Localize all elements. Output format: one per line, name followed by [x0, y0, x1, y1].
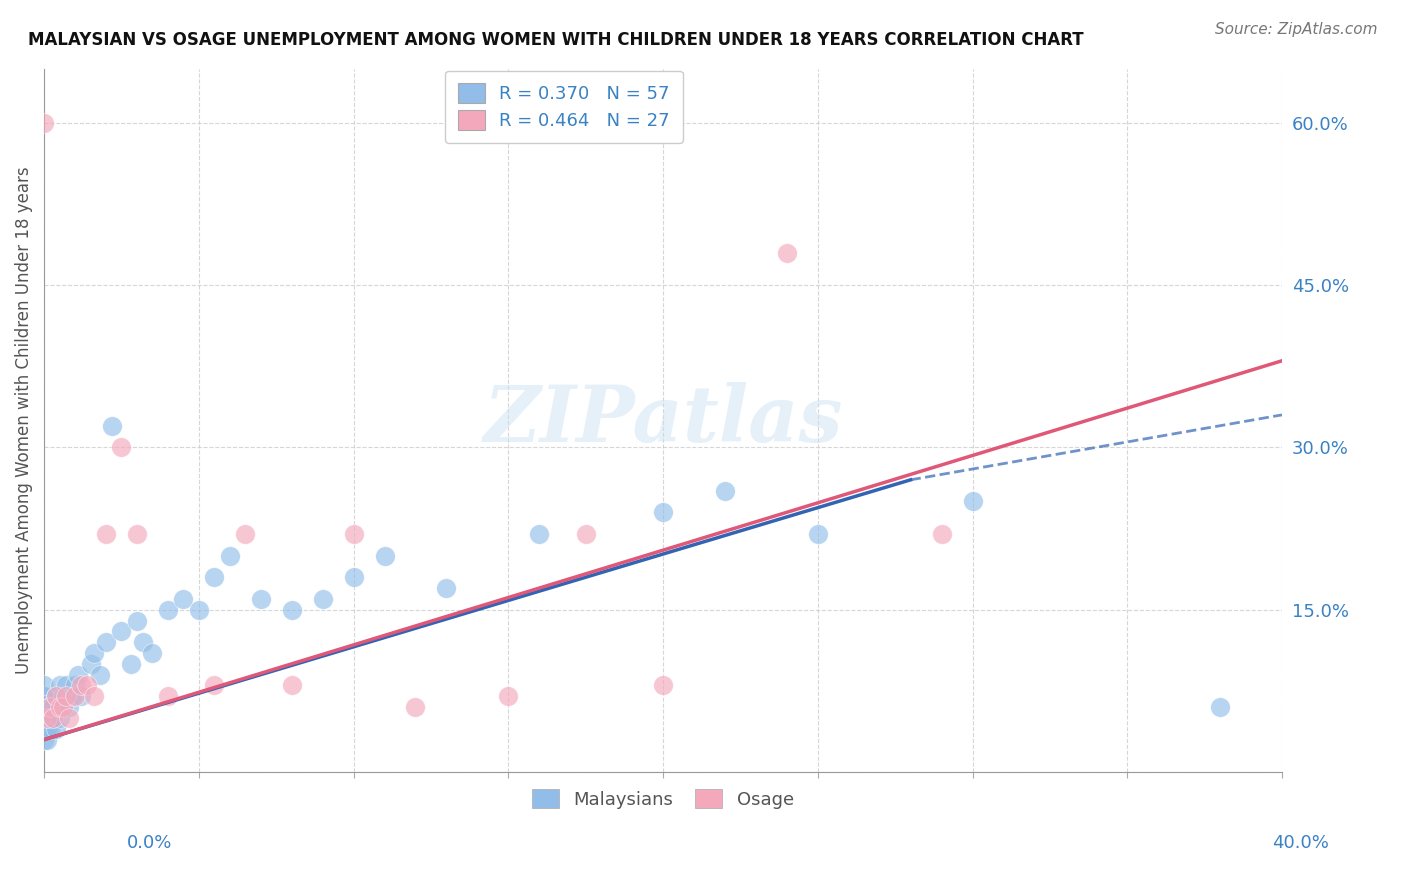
Point — [67, 667, 90, 681]
Point — [32, 678, 55, 692]
Point — [70, 690, 93, 704]
Point — [776, 245, 799, 260]
Point — [652, 505, 675, 519]
Point — [55, 678, 77, 692]
Point — [1209, 700, 1232, 714]
Point — [652, 678, 675, 692]
Point — [172, 591, 194, 606]
Text: ZIPatlas: ZIPatlas — [484, 382, 842, 458]
Point — [202, 570, 225, 584]
Point — [52, 700, 75, 714]
Point — [39, 711, 62, 725]
Point — [962, 494, 984, 508]
Point — [280, 603, 302, 617]
Point — [94, 635, 117, 649]
Point — [233, 527, 256, 541]
Point — [48, 700, 70, 714]
Point — [342, 527, 364, 541]
Point — [48, 711, 70, 725]
Point — [32, 722, 55, 736]
Point — [45, 690, 67, 704]
Point — [79, 657, 101, 671]
Point — [156, 690, 179, 704]
Text: Source: ZipAtlas.com: Source: ZipAtlas.com — [1215, 22, 1378, 37]
Point — [101, 418, 124, 433]
Point — [311, 591, 333, 606]
Point — [52, 690, 75, 704]
Point — [218, 549, 240, 563]
Point — [58, 711, 80, 725]
Point — [132, 635, 155, 649]
Point — [63, 690, 86, 704]
Point — [404, 700, 426, 714]
Point — [498, 690, 520, 704]
Point — [120, 657, 142, 671]
Point — [42, 711, 65, 725]
Point — [141, 646, 163, 660]
Point — [575, 527, 598, 541]
Point — [45, 722, 67, 736]
Point — [37, 722, 59, 736]
Point — [714, 483, 737, 498]
Point — [32, 711, 55, 725]
Point — [83, 646, 105, 660]
Point — [32, 700, 55, 714]
Point — [39, 700, 62, 714]
Point — [156, 603, 179, 617]
Text: 40.0%: 40.0% — [1272, 834, 1329, 852]
Point — [187, 603, 209, 617]
Point — [436, 581, 458, 595]
Point — [94, 527, 117, 541]
Point — [32, 722, 55, 736]
Point — [37, 711, 59, 725]
Text: 0.0%: 0.0% — [127, 834, 172, 852]
Point — [110, 441, 132, 455]
Point — [42, 711, 65, 725]
Point — [32, 700, 55, 714]
Point — [37, 732, 59, 747]
Legend: Malaysians, Osage: Malaysians, Osage — [524, 782, 801, 816]
Text: MALAYSIAN VS OSAGE UNEMPLOYMENT AMONG WOMEN WITH CHILDREN UNDER 18 YEARS CORRELA: MALAYSIAN VS OSAGE UNEMPLOYMENT AMONG WO… — [28, 31, 1084, 49]
Point — [373, 549, 395, 563]
Point — [83, 690, 105, 704]
Point — [32, 732, 55, 747]
Point — [39, 722, 62, 736]
Point — [32, 690, 55, 704]
Point — [202, 678, 225, 692]
Point — [32, 115, 55, 129]
Point — [48, 678, 70, 692]
Point — [931, 527, 953, 541]
Point — [529, 527, 551, 541]
Point — [280, 678, 302, 692]
Point — [55, 690, 77, 704]
Point — [32, 711, 55, 725]
Y-axis label: Unemployment Among Women with Children Under 18 years: Unemployment Among Women with Children U… — [15, 167, 32, 674]
Point — [125, 527, 148, 541]
Point — [249, 591, 271, 606]
Point — [58, 700, 80, 714]
Point — [42, 700, 65, 714]
Point — [110, 624, 132, 639]
Point — [807, 527, 830, 541]
Point — [32, 690, 55, 704]
Point — [52, 700, 75, 714]
Point — [89, 667, 111, 681]
Point — [63, 678, 86, 692]
Point — [76, 678, 98, 692]
Point — [60, 690, 83, 704]
Point — [70, 678, 93, 692]
Point — [342, 570, 364, 584]
Point — [39, 700, 62, 714]
Point — [45, 690, 67, 704]
Point — [125, 614, 148, 628]
Point — [37, 711, 59, 725]
